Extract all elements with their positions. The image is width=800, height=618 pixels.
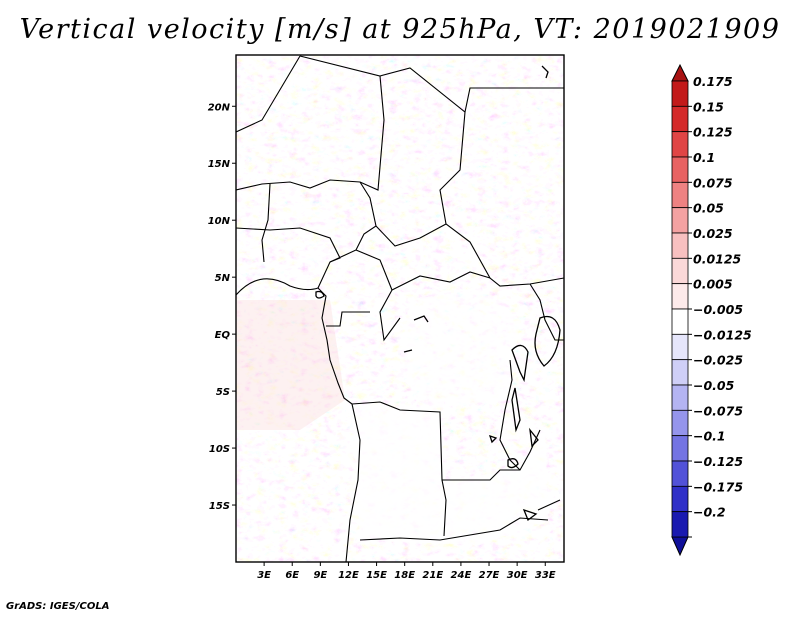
lon-label: 33E: [535, 570, 556, 581]
colorbar-label: −0.05: [693, 378, 735, 393]
colorbar-label: −0.075: [693, 403, 743, 418]
axis-ticks: [232, 105, 546, 566]
colorbar-label: 0.1: [693, 150, 715, 165]
colorbar: 0.175 0.15 0.125 0.1 0.075 0.05 0.025 0.0125 0.0…: [671, 63, 752, 557]
colorbar-swatch: [671, 435, 689, 462]
colorbar-label: −0.2: [693, 505, 726, 520]
lat-label: 10N: [208, 216, 231, 227]
country-borders: [236, 55, 564, 562]
lon-label: 15E: [366, 570, 387, 581]
colorbar-label: 0.005: [693, 277, 733, 292]
lon-label: 30E: [507, 570, 528, 581]
colorbar-label: −0.005: [693, 302, 743, 317]
lon-label: 18E: [394, 570, 415, 581]
lat-label: EQ: [215, 330, 231, 341]
lon-label: 24E: [451, 570, 472, 581]
grads-credit: GrADS: IGES/COLA: [6, 601, 110, 612]
velocity-field: [236, 55, 564, 562]
lat-label: 5N: [215, 273, 231, 284]
colorbar-swatch: [671, 359, 689, 386]
colorbar-swatch: [671, 232, 689, 259]
lon-label: 9E: [313, 570, 327, 581]
lon-label: 12E: [338, 570, 359, 581]
lat-label: 20N: [208, 102, 231, 113]
colorbar-label: −0.125: [693, 454, 743, 469]
colorbar-swatch: [671, 333, 689, 361]
map-frame: [235, 54, 565, 563]
lat-label: 5S: [216, 387, 230, 398]
colorbar-label: 0.175: [693, 74, 733, 89]
colorbar-swatch: [671, 181, 689, 209]
lon-label: 27E: [479, 570, 500, 581]
colorbar-swatch: [671, 460, 689, 487]
colorbar-label: 0.125: [693, 125, 733, 140]
colorbar-swatch: [671, 207, 689, 234]
colorbar-label: 0.15: [693, 99, 724, 114]
colorbar-swatch: [671, 308, 689, 335]
longitude-labels: 3E 6E 9E 12E 15E 18E 21E 24E 27E 30E 33E: [257, 570, 556, 581]
colorbar-label: −0.0125: [693, 327, 752, 342]
colorbar-top-extension: [671, 63, 689, 82]
lakes-and-coast-detail: [315, 65, 561, 522]
lon-label: 6E: [285, 570, 299, 581]
lat-label: 15N: [208, 159, 231, 170]
lat-label: 15S: [209, 501, 230, 512]
colorbar-swatch: [671, 409, 689, 437]
lat-label: 10S: [209, 444, 230, 455]
colorbar-swatch: [671, 511, 689, 538]
colorbar-label: −0.175: [693, 479, 743, 494]
colorbar-swatch: [671, 80, 689, 107]
map-title: Vertical velocity [m/s] at 925hPa, VT: 2…: [19, 14, 781, 45]
latitude-labels: 20N 15N 10N 5N EQ 5S 10S 15S: [208, 102, 231, 512]
colorbar-swatch: [671, 257, 689, 285]
colorbar-bottom-extension: [671, 536, 689, 557]
colorbar-label: −0.1: [693, 429, 726, 444]
colorbar-label: 0.025: [693, 226, 733, 241]
colorbar-label: 0.0125: [693, 251, 742, 266]
colorbar-swatch: [671, 131, 689, 158]
lon-label: 3E: [257, 570, 271, 581]
colorbar-label: 0.075: [693, 175, 733, 190]
colorbar-label: 0.05: [693, 201, 724, 216]
colorbar-swatch: [671, 485, 689, 513]
colorbar-swatch: [671, 283, 689, 310]
lon-label: 21E: [422, 570, 443, 581]
colorbar-swatch: [671, 105, 689, 133]
colorbar-swatch: [671, 384, 689, 411]
colorbar-label: −0.025: [693, 353, 743, 368]
colorbar-swatch: [671, 156, 689, 183]
